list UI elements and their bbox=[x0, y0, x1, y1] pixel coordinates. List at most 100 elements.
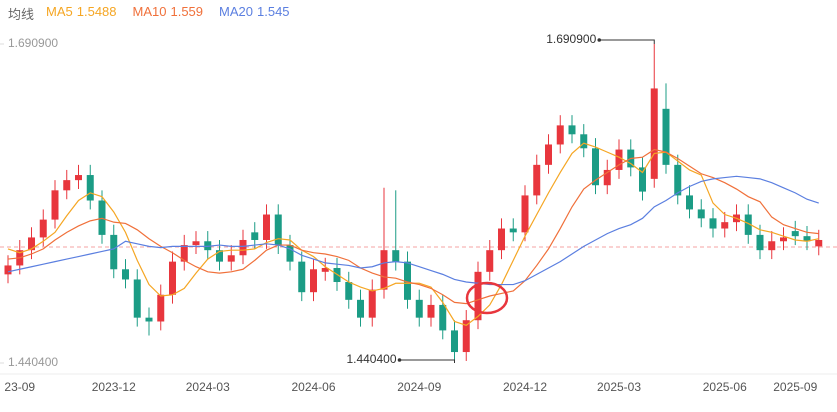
candle-body bbox=[615, 149, 623, 170]
plot: 1.690900 1.440400 23-09 2023-12 2024-03 2024-… bbox=[0, 32, 837, 394]
candle-body bbox=[345, 282, 353, 300]
candle-body bbox=[239, 239, 247, 256]
annotation-label: 1.690900 bbox=[546, 32, 596, 46]
legend: 均线 MA5 1.5488 MA10 1.559 MA20 1.545 bbox=[8, 4, 294, 23]
candle-body bbox=[368, 289, 376, 318]
annotation-line bbox=[399, 359, 455, 363]
candle-body bbox=[498, 228, 505, 251]
candle-body bbox=[310, 269, 317, 293]
legend-name: MA10 bbox=[132, 4, 167, 19]
x-tick-label: 2024-12 bbox=[503, 380, 547, 394]
candle-body bbox=[533, 164, 541, 196]
legend-item: MA10 1.559 bbox=[133, 4, 208, 23]
candle-body bbox=[122, 269, 129, 280]
legend-item: MA5 1.5488 bbox=[46, 4, 121, 23]
candle-body bbox=[803, 236, 811, 242]
candle-body bbox=[274, 214, 282, 246]
candle-body bbox=[815, 239, 823, 247]
candle-body bbox=[580, 134, 588, 149]
candle-body bbox=[556, 125, 564, 145]
candle-body bbox=[180, 245, 188, 262]
candle-body bbox=[192, 241, 200, 246]
x-tick-label: 2025-03 bbox=[597, 380, 641, 394]
candle-body bbox=[697, 209, 705, 219]
annotation-dot bbox=[597, 38, 602, 42]
y-tick-label: 1.440400 bbox=[8, 355, 58, 369]
ma-line bbox=[7, 148, 819, 305]
candle-body bbox=[568, 125, 576, 135]
highlight-circle bbox=[465, 281, 509, 315]
candle-body bbox=[415, 299, 423, 318]
candle-body bbox=[404, 261, 411, 300]
candle-body bbox=[474, 271, 482, 321]
candle-body bbox=[392, 250, 400, 262]
candle-body bbox=[451, 330, 458, 353]
candle-body bbox=[674, 164, 682, 196]
candle-body bbox=[110, 234, 118, 270]
candle-body bbox=[721, 222, 729, 229]
x-tick-label: 2023-12 bbox=[92, 380, 136, 394]
candle-body bbox=[603, 169, 611, 186]
legend-title: 均线 bbox=[8, 7, 35, 22]
annotation-label: 1.440400 bbox=[346, 352, 396, 366]
candle-body bbox=[650, 88, 658, 179]
candle-body bbox=[75, 175, 82, 181]
candle-body bbox=[780, 237, 787, 242]
candle-body bbox=[545, 144, 552, 165]
legend-value: 1.559 bbox=[170, 4, 204, 19]
legend-item: MA20 1.545 bbox=[219, 4, 294, 23]
candle-body bbox=[251, 232, 259, 240]
candle-body bbox=[439, 304, 447, 331]
candle-body bbox=[86, 175, 94, 201]
candle-body bbox=[4, 265, 12, 275]
candle-body bbox=[768, 241, 776, 251]
legend-value: 1.545 bbox=[257, 4, 290, 19]
candle-body bbox=[204, 241, 212, 251]
candle-body bbox=[157, 294, 165, 322]
x-tick-label: 2024-06 bbox=[291, 380, 335, 394]
candle-body bbox=[63, 180, 71, 191]
x-tick-label: 23-09 bbox=[4, 380, 35, 394]
ma-line bbox=[7, 175, 819, 286]
candle-body bbox=[51, 190, 59, 220]
candle-body bbox=[486, 250, 494, 272]
x-tick-label: 2025-06 bbox=[703, 380, 747, 394]
candle-body bbox=[756, 234, 764, 251]
candle-body bbox=[592, 148, 599, 186]
candle-body bbox=[662, 108, 670, 165]
candle-body bbox=[145, 317, 153, 322]
candle-body bbox=[133, 279, 141, 318]
annotation-line bbox=[599, 39, 655, 44]
legend-value: 1.5488 bbox=[76, 4, 117, 19]
candle-body bbox=[28, 237, 35, 251]
candle-body bbox=[286, 245, 294, 262]
candle-body bbox=[509, 228, 517, 233]
candle-body bbox=[791, 231, 799, 237]
x-tick-label: 2024-03 bbox=[186, 380, 230, 394]
candle-body bbox=[686, 195, 693, 210]
candle-body bbox=[462, 320, 470, 353]
candle-body bbox=[427, 304, 435, 318]
candle-body bbox=[357, 299, 364, 318]
candle-body bbox=[227, 255, 235, 262]
annotation-dot bbox=[397, 358, 402, 362]
candle-body bbox=[321, 268, 329, 272]
legend-name: MA5 bbox=[46, 4, 73, 19]
y-tick-label: 1.690900 bbox=[8, 36, 58, 50]
candle-body bbox=[39, 219, 47, 238]
candle-body bbox=[98, 200, 106, 235]
candle-body bbox=[521, 195, 529, 233]
candle-body bbox=[709, 218, 717, 229]
candle-body bbox=[169, 261, 176, 295]
candle-body bbox=[263, 214, 270, 240]
candle-body bbox=[298, 261, 306, 293]
x-tick-label: 2024-09 bbox=[397, 380, 441, 394]
legend-name: MA20 bbox=[219, 4, 253, 19]
candle-body bbox=[380, 250, 388, 290]
candle-body bbox=[216, 250, 223, 262]
x-tick-label: 2025-09 bbox=[773, 380, 817, 394]
candle-body bbox=[639, 167, 646, 192]
candle-body bbox=[744, 214, 752, 235]
